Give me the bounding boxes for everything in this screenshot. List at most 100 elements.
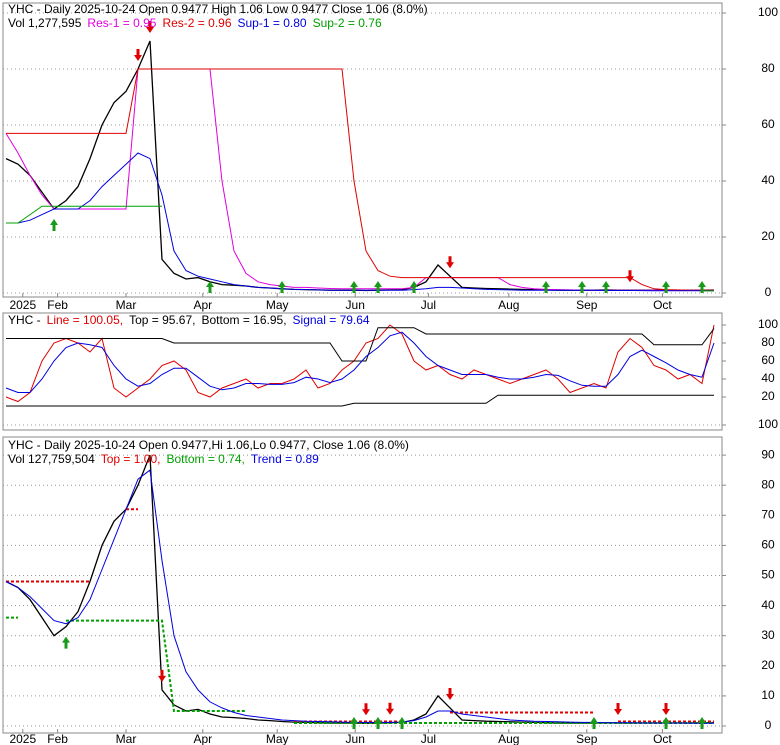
legend-entry: Line = 100.05, <box>47 313 123 327</box>
panel-title: YHC - Daily 2025-10-24 Open 0.9477,Hi 1.… <box>8 438 409 452</box>
panel-title: YHC - Line = 100.05, Top = 95.67, Bottom = … <box>8 313 370 327</box>
buy-arrow <box>398 717 406 729</box>
legend-entry: Sup-1 = 0.80 <box>238 16 307 30</box>
x-tick-label: Jun <box>346 298 365 312</box>
series-line <box>6 68 715 291</box>
x-tick-label: Apr <box>193 298 212 312</box>
panel <box>2 436 723 734</box>
y-tick-label: 100 <box>758 417 778 431</box>
x-tick-label: Oct <box>653 732 672 745</box>
buy-arrow <box>542 281 550 293</box>
legend-entry: Bottom = 16.95, <box>201 313 286 327</box>
y-tick-label: 40 <box>761 371 775 385</box>
title-text: YHC - Daily 2025-10-24 Open 0.9477,Hi 1.… <box>8 438 409 452</box>
sell-arrow <box>134 49 142 61</box>
y-tick-label: 20 <box>761 389 775 403</box>
y-tick-label: 0 <box>765 285 772 299</box>
sell-arrow <box>626 270 634 283</box>
x-tick-label: Jun <box>346 732 365 745</box>
series-line <box>6 205 714 292</box>
legend-entry: Signal = 79.64 <box>293 313 370 327</box>
panel <box>2 312 723 431</box>
x-tick-label: Apr <box>193 732 212 745</box>
panel-title: YHC - Daily 2025-10-24 Open 0.9477 High … <box>8 2 428 16</box>
y-tick-label: 20 <box>761 229 775 243</box>
y-tick-label: 60 <box>761 117 775 131</box>
buy-arrow <box>662 717 670 729</box>
x-tick-label: Aug <box>498 298 519 312</box>
sell-arrow <box>386 702 394 715</box>
x-tick-label: Aug <box>498 732 519 745</box>
buy-arrow <box>602 281 610 293</box>
buy-arrow <box>590 717 598 729</box>
legend-entry: Top = 95.67, <box>129 313 195 327</box>
x-tick-label: 2025 <box>9 298 36 312</box>
y-tick-label: 50 <box>761 568 775 582</box>
panel <box>2 2 723 298</box>
sell-arrow <box>614 702 622 715</box>
buy-arrow <box>278 281 286 293</box>
y-tick-label: 100 <box>758 5 778 19</box>
sell-arrow <box>158 669 166 682</box>
y-tick-label: 40 <box>761 173 775 187</box>
x-tick-label: Oct <box>653 298 672 312</box>
title-text: YHC - <box>8 313 41 327</box>
series-line <box>6 327 715 362</box>
legend-entry: Bottom = 0.74, <box>166 452 244 466</box>
buy-arrow <box>206 281 214 293</box>
buy-arrow <box>374 281 382 293</box>
sell-arrow <box>446 687 454 700</box>
legend-entry: Sup-2 = 0.76 <box>313 16 382 30</box>
sell-arrow <box>362 703 370 716</box>
y-tick-label: 40 <box>761 598 775 612</box>
buy-arrow <box>662 281 670 293</box>
x-tick-label: May <box>266 298 289 312</box>
buy-arrow <box>350 717 358 729</box>
y-tick-label: 20 <box>761 658 775 672</box>
y-tick-label: 60 <box>761 353 775 367</box>
title-text: YHC - Daily 2025-10-24 Open 0.9477 High … <box>8 2 428 16</box>
x-tick-label: 2025 <box>9 732 36 745</box>
y-tick-label: 70 <box>761 507 775 521</box>
y-tick-label: 100 <box>758 317 778 331</box>
x-tick-label: Sep <box>576 732 598 745</box>
y-tick-label: 80 <box>761 335 775 349</box>
buy-arrow <box>374 717 382 729</box>
legend-entry: Res-2 = 0.96 <box>162 16 231 30</box>
buy-arrow <box>410 281 418 293</box>
x-tick-label: Feb <box>47 298 68 312</box>
sell-arrow <box>446 256 454 269</box>
buy-arrow <box>578 281 586 293</box>
buy-arrow <box>62 636 70 649</box>
y-tick-label: 10 <box>761 688 775 702</box>
y-tick-label: 80 <box>761 477 775 491</box>
legend-entry: Trend = 0.89 <box>251 452 319 466</box>
series-line <box>6 394 714 407</box>
sell-arrow <box>146 21 154 33</box>
series-line <box>6 508 714 723</box>
y-tick-label: 80 <box>761 61 775 75</box>
x-tick-label: Jul <box>421 732 436 745</box>
buy-arrow <box>350 281 358 293</box>
subtitle-text: Vol 127,759,504 <box>8 452 95 466</box>
subtitle-text: Vol 1,277,595 <box>8 16 82 30</box>
x-tick-label: Sep <box>576 298 598 312</box>
legend-entry: Res-1 = 0.95 <box>87 16 156 30</box>
legend-entry: Top = 1.00, <box>101 452 161 466</box>
x-tick-label: Mar <box>116 298 137 312</box>
x-tick-label: May <box>266 732 289 745</box>
buy-arrow <box>50 219 58 231</box>
series-line <box>5 331 715 393</box>
series-line <box>6 152 714 292</box>
x-tick-label: Mar <box>116 732 137 745</box>
y-tick-label: 90 <box>761 447 775 461</box>
y-tick-label: 60 <box>761 538 775 552</box>
x-tick-label: Jul <box>421 298 436 312</box>
series-line <box>5 324 715 403</box>
x-tick-label: Feb <box>47 732 68 745</box>
buy-arrow <box>698 281 706 293</box>
panel-subtitle: Vol 127,759,504 Top = 1.00, Bottom = 0.74,… <box>8 452 319 466</box>
sell-arrow <box>662 702 670 715</box>
buy-arrow <box>698 717 706 729</box>
